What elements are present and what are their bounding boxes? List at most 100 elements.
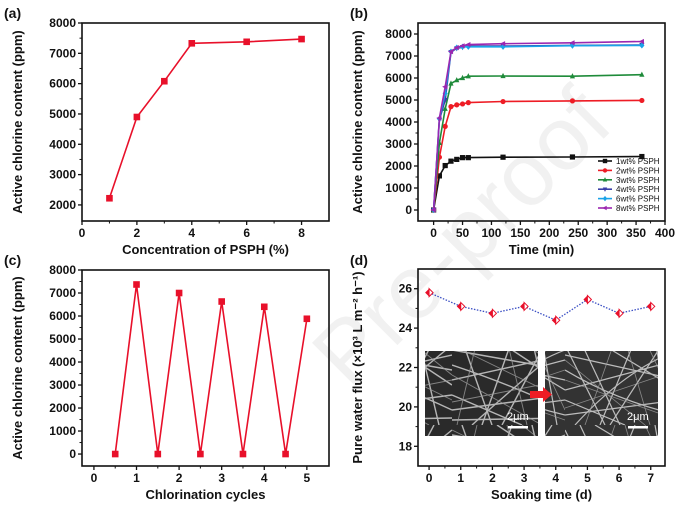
panel-a: (a) 0 2 4 6 8 2000 3000 4000 5000 6000 7000 8000 Conc… [4,5,330,257]
legend-item: 4wt% PSPH [598,185,660,194]
data-point [133,281,140,288]
legend-label: 6wt% PSPH [616,195,660,204]
x-tick-label: 5 [304,471,311,485]
y-tick-label: 6000 [385,71,412,85]
y-axis-title: Active chlorine content (ppm) [10,276,25,459]
x-tick-label: 350 [626,226,646,240]
data-point [448,104,454,110]
x-tick-label: 4 [261,471,268,485]
data-point [436,115,442,121]
x-tick-label: 150 [510,226,530,240]
marker-left-half [615,309,620,318]
data-point [454,102,460,108]
legend-label: 2wt% PSPH [616,166,660,175]
data-point [453,45,459,51]
y-axis-title: Active chlorine content (ppm) [10,30,25,213]
series-line [432,155,642,211]
x-tick-label: 200 [539,226,559,240]
data-point [569,73,576,79]
x-axis-title: Time (min) [509,242,575,257]
legend-marker [602,195,608,202]
marker-right-half [460,301,466,312]
sem-image-2: 2μm [545,351,658,436]
data-point [459,43,465,49]
y-tick-label: 8000 [49,16,76,30]
legend-label: 1wt% PSPH [616,157,660,166]
data-point [239,450,247,458]
x-tick-label: 5 [584,471,591,485]
legend-label: 4wt% PSPH [616,185,660,194]
marker-left-half [646,302,651,311]
data-point [442,123,448,129]
y-tick-label: 7000 [49,46,76,60]
x-tick-label: 8 [298,226,305,240]
y-tick-label: 0 [69,447,76,461]
data-point [500,43,506,50]
data-point [260,303,268,311]
series-line [432,99,642,211]
data-point [569,40,575,46]
data-point [454,156,460,162]
series-8wt-psph [430,38,644,213]
data-point [442,90,448,97]
y-tick-label: 7000 [385,49,412,63]
data-point [615,308,624,319]
data-point [639,42,645,49]
data-point [639,71,645,77]
x-tick-label: 0 [91,471,98,485]
marker-left-half [456,302,461,311]
data-point [465,43,471,50]
y-tick-label: 1000 [385,181,412,195]
series-line [432,73,642,211]
series-pure-water-flux [425,287,656,326]
y-tick-label: 18 [399,439,413,453]
legend-label: 8wt% PSPH [616,204,660,213]
scale-bar [508,426,528,429]
marker-right-half [618,308,624,319]
panel-c: (c) 0 1 2 3 4 5 0 1000 2000 3000 4000 5000 6000 7000 80… [4,252,330,502]
x-tick-label: 3 [218,471,225,485]
scale-bar-label: 2μm [627,411,649,423]
marker-right-half [491,308,498,319]
legend-item: 6wt% PSPH [598,195,660,204]
arrow-icon [530,387,552,402]
legend-marker [602,205,607,211]
marker-right-half [428,287,434,298]
data-point [646,301,656,312]
data-point [447,49,454,55]
scale-bar [628,426,648,429]
data-point [218,298,225,305]
x-tick-label: 4 [552,471,559,485]
x-tick-label: 1 [133,471,140,485]
data-point [303,315,311,323]
data-point [442,162,448,169]
data-point [298,35,305,43]
data-point [197,450,204,458]
data-point [638,38,644,45]
x-tick-label: 100 [481,226,501,240]
marker-right-half [523,301,529,312]
y-tick-label: 1000 [49,424,76,438]
series-active-chlorine [106,35,305,202]
y-tick-label: 20 [399,400,413,414]
x-tick-label: 7 [647,471,654,485]
plot-frame [81,269,330,467]
data-point [459,155,466,161]
x-tick-label: 1 [457,471,464,485]
data-point [520,301,529,312]
y-tick-label: 2000 [49,198,76,212]
marker-left-half [520,302,525,311]
data-point [425,287,434,298]
data-point [639,153,645,160]
marker-right-half [555,315,561,326]
x-tick-label: 6 [616,471,623,485]
y-tick-label: 2000 [49,401,76,415]
data-point [161,77,168,85]
panel-label: (d) [350,252,368,268]
data-point [175,289,183,297]
y-tick-label: 7000 [49,286,76,300]
data-point [569,98,576,104]
data-point [430,207,436,213]
